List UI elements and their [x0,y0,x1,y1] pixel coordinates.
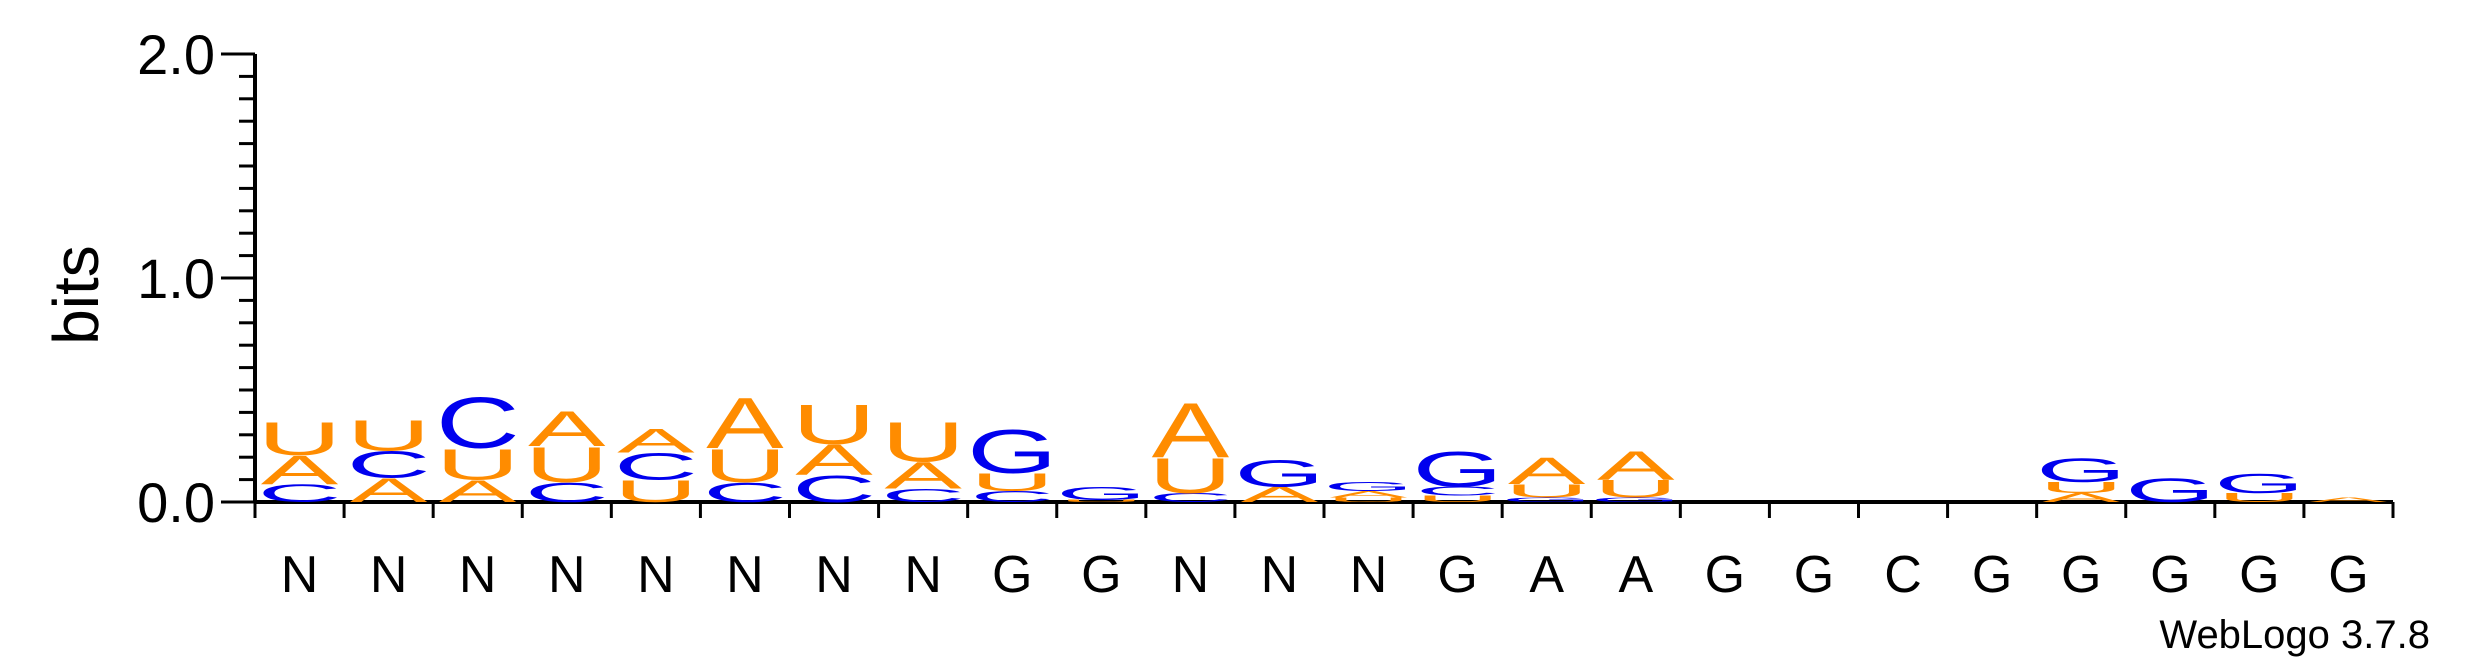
logo-letter-U: U [970,468,1054,496]
logo-letter-A: A [617,422,696,461]
logo-letter-C: C [792,469,876,511]
logo-letter-G: G [1056,483,1146,504]
x-tick-label: G [1705,546,1745,604]
x-tick-label: G [1437,546,1477,604]
x-tick-label: N [281,546,319,604]
logo-letter-A: A [528,401,606,457]
weblogo-version-label: WebLogo 3.7.8 [2159,613,2430,657]
logo-letter-A: A [350,471,429,510]
y-tick-label: 1.0 [137,247,215,310]
x-tick-label: N [548,546,586,604]
logo-letter-A: A [1152,387,1230,475]
x-tick-label: N [459,546,497,604]
logo-letter-A: A [2042,491,2120,505]
logo-letter-U: U [436,440,520,489]
logo-letter-U: U [703,440,787,492]
logo-letter-C: C [1148,491,1232,505]
logo-letter-A: A [706,384,784,464]
logo-letter-C: C [614,446,698,488]
logo-letter-U: U [1416,494,1500,504]
logo-letter-G: G [2214,467,2304,499]
logo-letter-G: G [1501,496,1591,503]
logo-letter-G: G [1591,496,1681,503]
y-tick-label: 0.0 [137,471,215,534]
logo-letter-U: U [525,437,609,493]
x-tick-label: G [992,546,1032,604]
logo-letter-C: C [881,485,965,506]
logo-letter-U: U [1148,448,1232,504]
logo-letter-A: A [439,474,517,509]
logo-letter-U: U [792,393,876,456]
x-tick-label: G [1081,546,1121,604]
x-tick-label: G [2239,546,2279,604]
logo-letter-U: U [258,413,342,465]
logo-letter-A: A [1330,489,1408,499]
logo-letter-G: G [2036,451,2126,490]
logo-letter-U: U [2039,479,2123,497]
logo-letter-U: U [614,474,698,509]
logo-letter-U: U [1327,496,1411,503]
x-tick-label: G [2150,546,2190,604]
x-tick-label: N [726,546,764,604]
logo-letter-U: U [2217,491,2301,505]
y-axis: 0.0 1.0 2.0 [137,23,257,534]
logo-letter-A: A [261,448,339,493]
logo-letter-U: U [1059,499,1143,502]
y-tick-label: 2.0 [137,23,215,86]
x-tick-label: G [2061,546,2101,604]
logo-letter-U: U [881,411,965,474]
logo-letter-G: G [1323,479,1413,493]
x-tick-label: G [1794,546,1834,604]
x-tick-label: G [2328,546,2368,604]
logo-letter-C: C [436,384,520,464]
logo-letter-G: G [1234,453,1324,495]
logo-letter-G: G [967,416,1057,486]
x-tick-label: N [1172,546,1210,604]
logo-letter-C: C [1416,484,1500,498]
logo-letter-A: A [884,455,962,497]
x-tick-label: N [637,546,675,604]
y-axis-label: bits [40,245,112,345]
logo-letter-A: A [2310,496,2388,503]
logo-letter-U: U [1594,475,1678,503]
logo-letter-C: C [258,479,342,507]
logo-letter-C: C [703,476,787,508]
x-tick-label: A [1618,546,1653,604]
logo-letter-G: G [2125,471,2215,510]
logo-letter-U: U [347,411,431,460]
logo-letter-U: U [1505,481,1589,502]
logo-letter-C: C [347,444,431,486]
logo-letter-A: A [795,435,873,484]
x-tick-label: A [1529,546,1564,604]
x-tick-label: C [1884,546,1922,604]
logo-letter-A: A [1597,443,1675,488]
logo-letter-A: A [1241,482,1319,507]
logo-letter-A: A [1508,451,1586,493]
x-tick-label: N [815,546,853,604]
x-tick-label: G [1972,546,2012,604]
logo-letter-G: G [1412,441,1502,497]
x-tick-label: N [1261,546,1299,604]
logo-letter-C: C [970,488,1054,506]
x-tick-label: N [904,546,942,604]
x-tick-label: N [1350,546,1388,604]
logo-letter-C: C [525,476,609,508]
x-tick-label: N [370,546,408,604]
